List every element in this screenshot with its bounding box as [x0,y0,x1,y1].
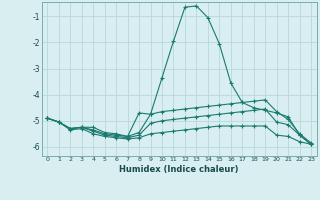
X-axis label: Humidex (Indice chaleur): Humidex (Indice chaleur) [119,165,239,174]
